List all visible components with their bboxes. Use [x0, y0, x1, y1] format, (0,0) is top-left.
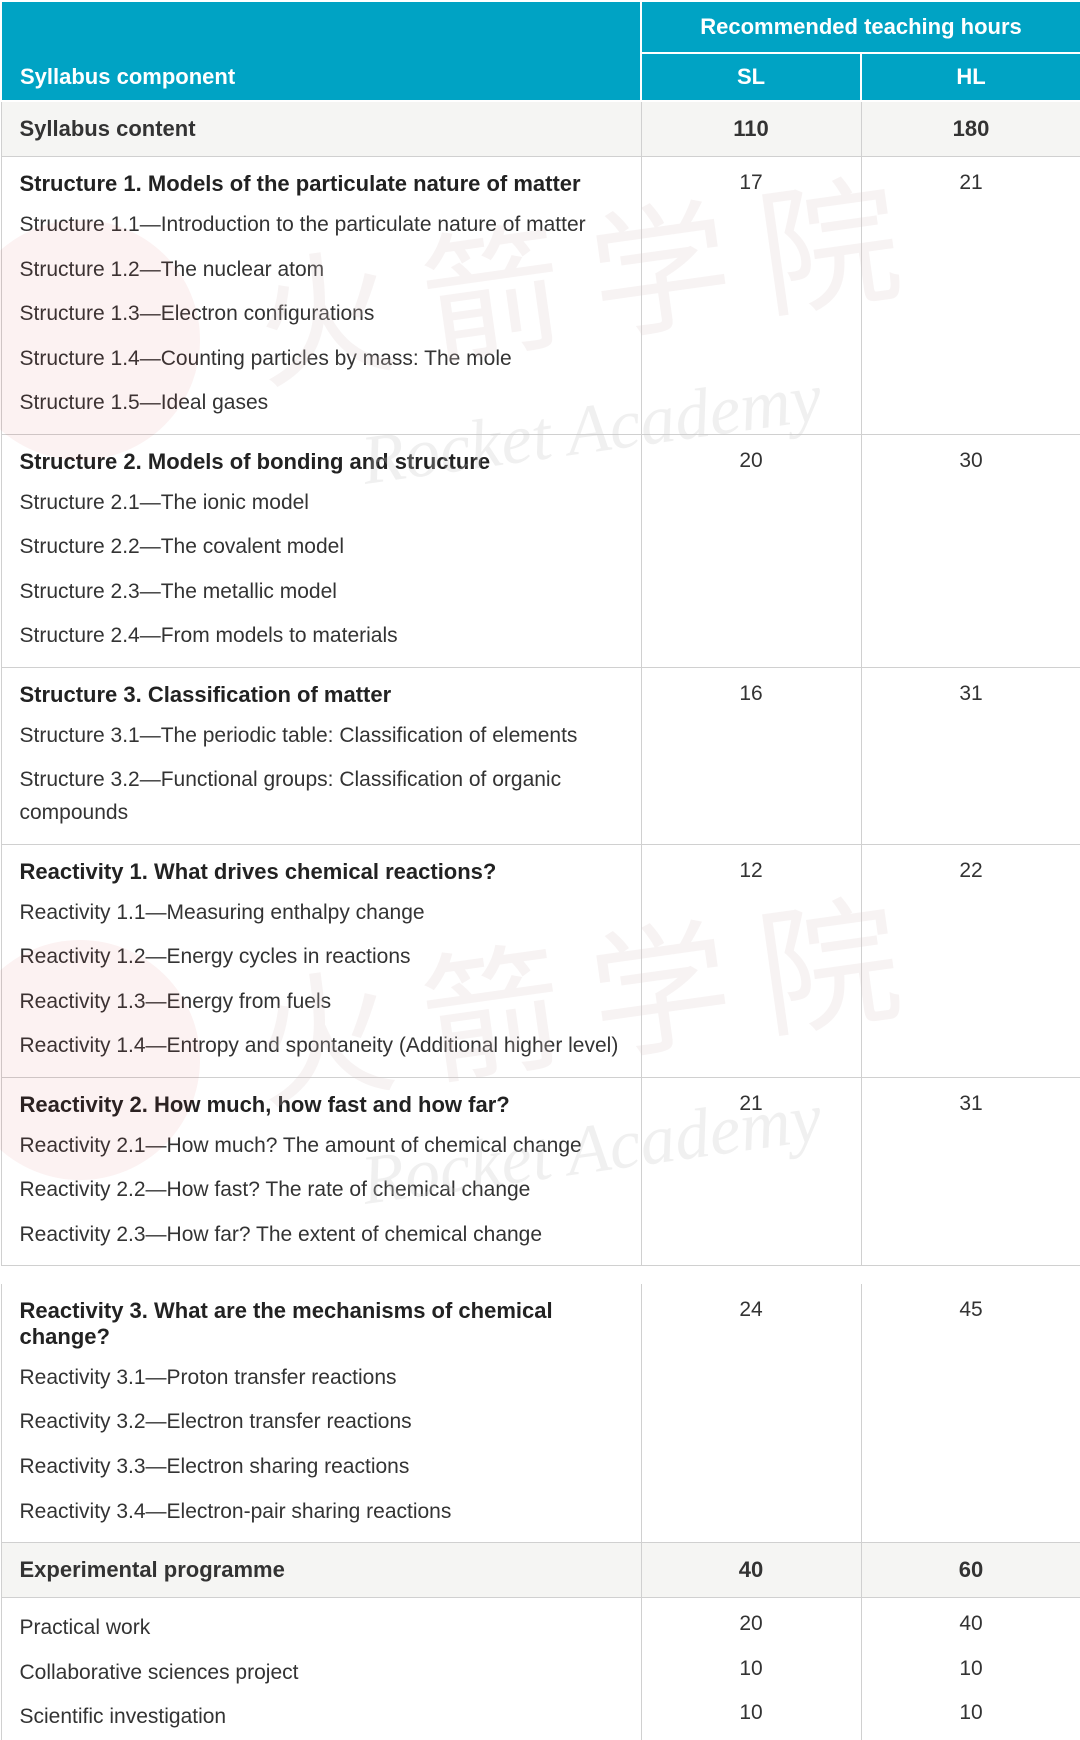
- section-sub: Structure 2.4—From models to materials: [1, 614, 641, 667]
- section-title: Structure 1. Models of the particulate n…: [1, 157, 641, 204]
- empty: [641, 1168, 861, 1213]
- empty: [861, 1124, 1080, 1169]
- empty: [861, 570, 1080, 615]
- empty: [641, 1124, 861, 1169]
- section-title: Structure 3. Classification of matter: [1, 667, 641, 714]
- section-hl: 31: [861, 667, 1080, 714]
- empty: [641, 337, 861, 382]
- empty: [861, 1400, 1080, 1445]
- empty: [641, 248, 861, 293]
- empty: [861, 758, 1080, 844]
- section-sub: Reactivity 2.3—How far? The extent of ch…: [1, 1213, 641, 1266]
- empty: [641, 1356, 861, 1401]
- empty: [861, 1024, 1080, 1077]
- empty: [861, 1213, 1080, 1266]
- header-hl: HL: [861, 53, 1080, 101]
- section-sl: 12: [641, 844, 861, 891]
- exp-row-label: Collaborative sciences project: [1, 1651, 641, 1696]
- header-hours-group: Recommended teaching hours: [641, 1, 1080, 53]
- section-hl: 45: [861, 1284, 1080, 1356]
- section-sl: 17: [641, 157, 861, 204]
- empty: [641, 1445, 861, 1490]
- section-sub: Reactivity 3.2—Electron transfer reactio…: [1, 1400, 641, 1445]
- empty: [861, 1168, 1080, 1213]
- section-hl: 21: [861, 157, 1080, 204]
- empty: [641, 1400, 861, 1445]
- section-sub: Reactivity 3.3—Electron sharing reaction…: [1, 1445, 641, 1490]
- empty: [641, 758, 861, 844]
- section-sub: Structure 2.1—The ionic model: [1, 481, 641, 526]
- total-content-sl: 110: [641, 101, 861, 157]
- empty: [861, 381, 1080, 434]
- empty: [861, 1356, 1080, 1401]
- section-title: Reactivity 3. What are the mechanisms of…: [1, 1284, 641, 1356]
- exp-row-sl: 10: [641, 1695, 861, 1740]
- section-sl: 16: [641, 667, 861, 714]
- empty: [861, 481, 1080, 526]
- empty: [861, 203, 1080, 248]
- section-sub: Structure 3.2—Functional groups: Classif…: [1, 758, 641, 844]
- exp-row-sl: 10: [641, 1651, 861, 1696]
- total-exp-label: Experimental programme: [1, 1543, 641, 1598]
- empty: [861, 614, 1080, 667]
- empty: [641, 525, 861, 570]
- section-title: Reactivity 1. What drives chemical react…: [1, 844, 641, 891]
- section-sl: 24: [641, 1284, 861, 1356]
- section-sub: Reactivity 3.4—Electron-pair sharing rea…: [1, 1490, 641, 1543]
- empty: [861, 714, 1080, 759]
- exp-row-label: Practical work: [1, 1598, 641, 1651]
- empty: [861, 248, 1080, 293]
- empty: [641, 980, 861, 1025]
- header-component: Syllabus component: [1, 1, 641, 101]
- empty: [641, 570, 861, 615]
- section-sub: Structure 2.2—The covalent model: [1, 525, 641, 570]
- exp-row-hl: 40: [861, 1598, 1080, 1651]
- empty: [641, 891, 861, 936]
- empty: [861, 1445, 1080, 1490]
- section-sub: Structure 2.3—The metallic model: [1, 570, 641, 615]
- section-hl: 31: [861, 1077, 1080, 1124]
- total-content-hl: 180: [861, 101, 1080, 157]
- exp-row-sl: 20: [641, 1598, 861, 1651]
- empty: [641, 203, 861, 248]
- empty: [861, 1490, 1080, 1543]
- section-hl: 22: [861, 844, 1080, 891]
- empty: [861, 891, 1080, 936]
- exp-row-hl: 10: [861, 1651, 1080, 1696]
- empty: [641, 935, 861, 980]
- empty: [641, 481, 861, 526]
- section-sl: 20: [641, 434, 861, 481]
- total-exp-sl: 40: [641, 1543, 861, 1598]
- empty: [641, 714, 861, 759]
- exp-row-hl: 10: [861, 1695, 1080, 1740]
- empty: [641, 292, 861, 337]
- total-exp-hl: 60: [861, 1543, 1080, 1598]
- empty: [641, 1024, 861, 1077]
- total-content-label: Syllabus content: [1, 101, 641, 157]
- empty: [861, 525, 1080, 570]
- empty: [861, 337, 1080, 382]
- empty: [861, 980, 1080, 1025]
- empty: [641, 1213, 861, 1266]
- section-sub: Reactivity 1.1—Measuring enthalpy change: [1, 891, 641, 936]
- section-sl: 21: [641, 1077, 861, 1124]
- empty: [641, 381, 861, 434]
- section-hl: 30: [861, 434, 1080, 481]
- section-sub: Structure 3.1—The periodic table: Classi…: [1, 714, 641, 759]
- empty: [861, 935, 1080, 980]
- header-sl: SL: [641, 53, 861, 101]
- empty: [861, 292, 1080, 337]
- empty: [641, 1490, 861, 1543]
- section-sub: Reactivity 3.1—Proton transfer reactions: [1, 1356, 641, 1401]
- empty: [641, 614, 861, 667]
- exp-row-label: Scientific investigation: [1, 1695, 641, 1740]
